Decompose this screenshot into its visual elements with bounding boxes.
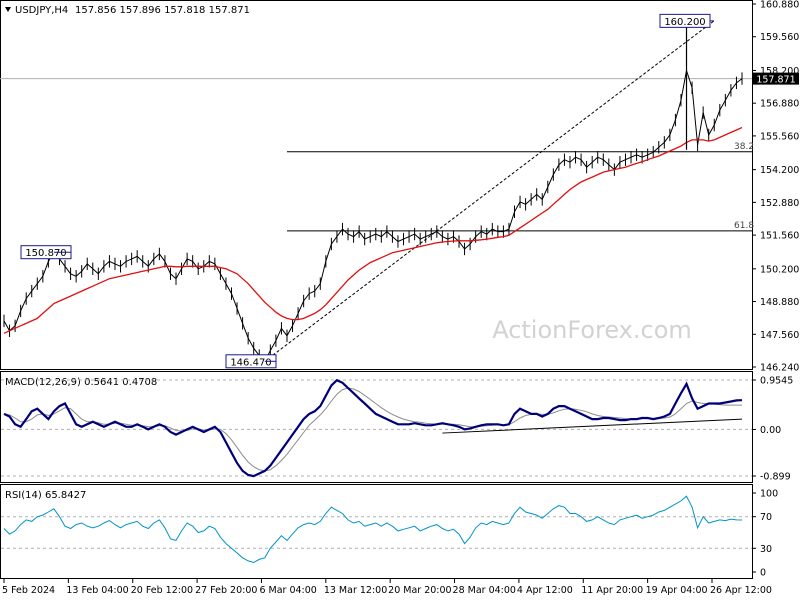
fib-38-label: 38.2 (734, 142, 754, 152)
ohlc-label: 157.856 157.896 157.818 157.871 (75, 5, 250, 16)
x-tick-label: 20 Mar 20:00 (388, 585, 451, 596)
y-tick-label: 158.200 (760, 66, 799, 77)
x-tick-label: 11 Apr 20:00 (581, 585, 643, 596)
triangle-down-icon (5, 7, 11, 12)
rsi-line (3, 495, 743, 564)
macd-signal-line (3, 387, 742, 472)
x-tick-label: 13 Mar 12:00 (324, 585, 387, 596)
macd-y-tick-label: 0.9545 (760, 376, 793, 387)
macd-trendline (442, 418, 743, 434)
rsi-y-tick-label: 70 (760, 512, 772, 523)
x-tick-label: 13 Feb 04:00 (66, 585, 128, 596)
y-tick-label: 156.880 (760, 99, 799, 110)
x-tick-label: 20 Feb 12:00 (131, 585, 193, 596)
y-tick-label: 150.200 (760, 264, 799, 275)
macd-y-tick-label: -0.899 (760, 472, 791, 483)
watermark: ActionForex.com (492, 316, 692, 344)
y-tick-label: 159.560 (760, 32, 799, 43)
y-tick-label: 155.560 (760, 131, 799, 142)
macd-y-tick-label: 0.00 (760, 425, 781, 436)
rsi-y-tick-label: 100 (760, 489, 778, 500)
price-line (3, 70, 743, 363)
price-header: USDJPY,H4 157.856 157.896 157.818 157.87… (5, 5, 250, 16)
x-tick-label: 26 Apr 12:00 (710, 585, 772, 596)
x-tick-label: 28 Mar 04:00 (453, 585, 516, 596)
macd-title: MACD(12,26,9) 0.5641 0.4708 (5, 377, 157, 388)
moving-average-line (3, 126, 743, 334)
y-tick-label: 152.880 (760, 198, 799, 209)
fib-61-label: 61.8 (734, 221, 754, 231)
rsi-panel-frame (0, 484, 753, 579)
symbol-label: USDJPY,H4 (15, 5, 68, 16)
rsi-y-tick-label: 30 (760, 544, 772, 555)
high-callout-text: 160.200 (664, 17, 705, 28)
y-tick-label: 146.240 (760, 363, 799, 374)
y-tick-label: 147.560 (760, 330, 799, 341)
macd-panel-frame (0, 371, 753, 483)
price-panel-frame (0, 0, 753, 370)
low-callout-text: 146.470 (230, 357, 271, 368)
macd-line (3, 378, 743, 478)
swing-high-callout-text: 150.870 (25, 248, 66, 259)
rsi-y-tick-label: 0 (760, 568, 766, 579)
x-tick-label: 4 Apr 12:00 (517, 585, 573, 596)
y-tick-label: 151.560 (760, 231, 799, 242)
x-tick-label: 27 Feb 20:00 (195, 585, 257, 596)
rsi-title: RSI(14) 65.8427 (5, 490, 86, 501)
current-price-tag (753, 72, 799, 85)
fib-swing-dashed-line (264, 20, 715, 362)
y-tick-label: 154.200 (760, 165, 799, 176)
y-tick-label: 148.880 (760, 297, 799, 308)
x-tick-label: 19 Apr 04:00 (646, 585, 708, 596)
x-tick-label: 5 Feb 2024 (2, 585, 55, 596)
current-price-text: 157.871 (756, 75, 795, 86)
y-tick-label: 160.880 (760, 0, 799, 11)
x-tick-label: 6 Mar 04:00 (259, 585, 316, 596)
